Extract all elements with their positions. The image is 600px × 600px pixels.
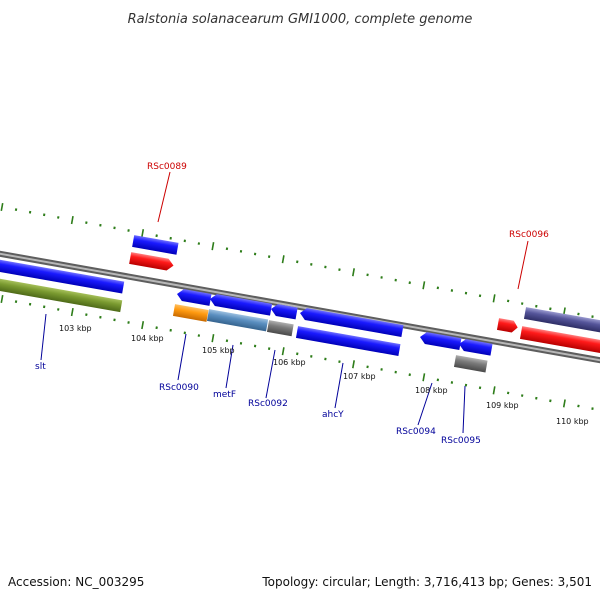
inner-ring-minor-tick	[127, 321, 130, 324]
outer-position-ring	[0, 202, 594, 318]
gene-metF[interactable]	[206, 309, 269, 332]
inner-ring-minor-tick	[296, 352, 299, 356]
outer-ring-minor-tick	[577, 312, 580, 316]
gene-label-RSc0096[interactable]: RSc0096	[509, 230, 549, 240]
outer-ring-minor-tick	[478, 294, 482, 298]
gene-RSc0092-arrow[interactable]	[270, 303, 298, 320]
inner-ring-major-tick	[70, 307, 74, 317]
inner-ring-minor-tick	[225, 339, 229, 343]
genome-backbone-highlight	[0, 252, 600, 362]
inner-ring-minor-tick	[577, 404, 580, 408]
tick-label-106: 106 kbp	[273, 358, 306, 367]
outer-ring-minor-tick	[408, 281, 411, 285]
inner-ring-major-tick	[352, 360, 355, 369]
inner-ring-minor-tick	[57, 308, 60, 311]
outer-ring-major-tick	[141, 229, 145, 238]
outer-ring-minor-tick	[366, 273, 369, 277]
gene-label-slt[interactable]: slt	[35, 362, 46, 372]
gene-label-metF[interactable]: metF	[213, 390, 236, 400]
inner-position-ring	[0, 294, 594, 410]
gene-RSc0092[interactable]	[266, 320, 294, 337]
inner-ring-major-tick	[0, 294, 4, 304]
outer-ring-major-tick	[211, 242, 215, 251]
gene-RSc0096-feature[interactable]	[523, 307, 600, 333]
inner-ring-minor-tick	[197, 334, 201, 337]
inner-ring-minor-tick	[436, 378, 440, 382]
gene-RSc0095-arrow[interactable]	[458, 338, 493, 356]
accession-text: Accession: NC_003295	[8, 575, 144, 589]
outer-ring-minor-tick	[267, 255, 271, 259]
inner-ring-major-tick	[211, 334, 215, 343]
inner-ring-minor-tick	[478, 386, 482, 390]
inner-ring-minor-tick	[506, 391, 510, 395]
tick-label-110: 110 kbp	[556, 417, 589, 426]
outer-ring-minor-tick	[549, 307, 552, 311]
gene-small-red-arrow[interactable]	[496, 318, 519, 333]
gene-labels: RSc0089 RSc0096 slt RSc0090 metF RSc0092…	[35, 162, 549, 446]
tick-label-103: 103 kbp	[59, 324, 92, 333]
gene-label-RSc0094[interactable]: RSc0094	[396, 427, 436, 437]
outer-ring-major-tick	[492, 294, 496, 303]
gene-RSc0089-upper[interactable]	[132, 235, 179, 255]
tick-label-108: 108 kbp	[415, 386, 448, 395]
outer-ring-major-tick	[70, 215, 74, 225]
outer-ring-minor-tick	[57, 216, 60, 219]
tick-labels: 103 kbp 104 kbp 105 kbp 106 kbp 107 kbp …	[59, 324, 589, 426]
outer-ring-major-tick	[422, 281, 426, 290]
inner-ring-major-tick	[492, 386, 496, 395]
gene-RSc0094[interactable]	[419, 331, 462, 351]
gene-left-blue[interactable]	[0, 259, 125, 294]
tick-label-109: 109 kbp	[486, 401, 519, 410]
gene-label-RSc0090[interactable]: RSc0090	[159, 383, 199, 393]
tick-label-104: 104 kbp	[131, 334, 164, 343]
gene-RSc0090-arrow[interactable]	[176, 288, 212, 306]
outer-ring-major-tick	[281, 255, 285, 264]
outer-ring-major-tick	[0, 202, 4, 212]
outer-ring-minor-tick	[506, 299, 510, 303]
gene-label-RSc0089[interactable]: RSc0089	[147, 162, 187, 172]
inner-ring-minor-tick	[85, 313, 88, 317]
outer-ring-minor-tick	[225, 247, 229, 251]
gene-RSc0090[interactable]	[172, 304, 209, 322]
outer-ring-minor-tick	[296, 260, 299, 264]
outer-ring-minor-tick	[436, 286, 440, 290]
gene-ahcY[interactable]	[295, 326, 401, 356]
gene-RSc0095[interactable]	[453, 355, 488, 373]
gene-metF-arrow[interactable]	[209, 293, 273, 316]
tick-label-105: 105 kbp	[202, 346, 235, 355]
gene-RSc0089-lower[interactable]	[129, 252, 174, 271]
inner-ring-major-tick	[422, 373, 426, 382]
outer-ring-major-tick	[352, 268, 355, 277]
label-leaders	[40, 171, 529, 434]
outer-ring-minor-tick	[85, 221, 88, 225]
inner-ring-minor-tick	[408, 373, 411, 377]
gene-label-ahcY[interactable]: ahcY	[322, 410, 344, 420]
inner-ring-minor-tick	[549, 399, 552, 403]
inner-ring-minor-tick	[338, 360, 341, 364]
inner-ring-minor-tick	[155, 326, 158, 330]
outer-ring-minor-tick	[338, 268, 341, 272]
genome-summary-text: Topology: circular; Length: 3,716,413 bp…	[261, 575, 592, 589]
outer-ring-minor-tick	[197, 242, 201, 245]
inner-ring-minor-tick	[366, 365, 369, 369]
tick-label-107: 107 kbp	[343, 372, 376, 381]
map-title: Ralstonia solanacearum GMI1000, complete…	[128, 12, 473, 27]
inner-ring-minor-tick	[267, 347, 271, 351]
gene-label-RSc0092[interactable]: RSc0092	[248, 399, 288, 409]
gene-label-RSc0095[interactable]: RSc0095	[441, 436, 481, 446]
gene-slt[interactable]	[0, 278, 123, 313]
outer-ring-minor-tick	[127, 229, 130, 232]
inner-ring-major-tick	[281, 347, 285, 356]
gene-RSc0096-red-feature[interactable]	[519, 326, 600, 354]
outer-ring-minor-tick	[155, 234, 158, 238]
inner-ring-major-tick	[562, 399, 566, 408]
gene-ahcY-arrow[interactable]	[299, 307, 404, 337]
inner-ring-major-tick	[141, 321, 145, 330]
